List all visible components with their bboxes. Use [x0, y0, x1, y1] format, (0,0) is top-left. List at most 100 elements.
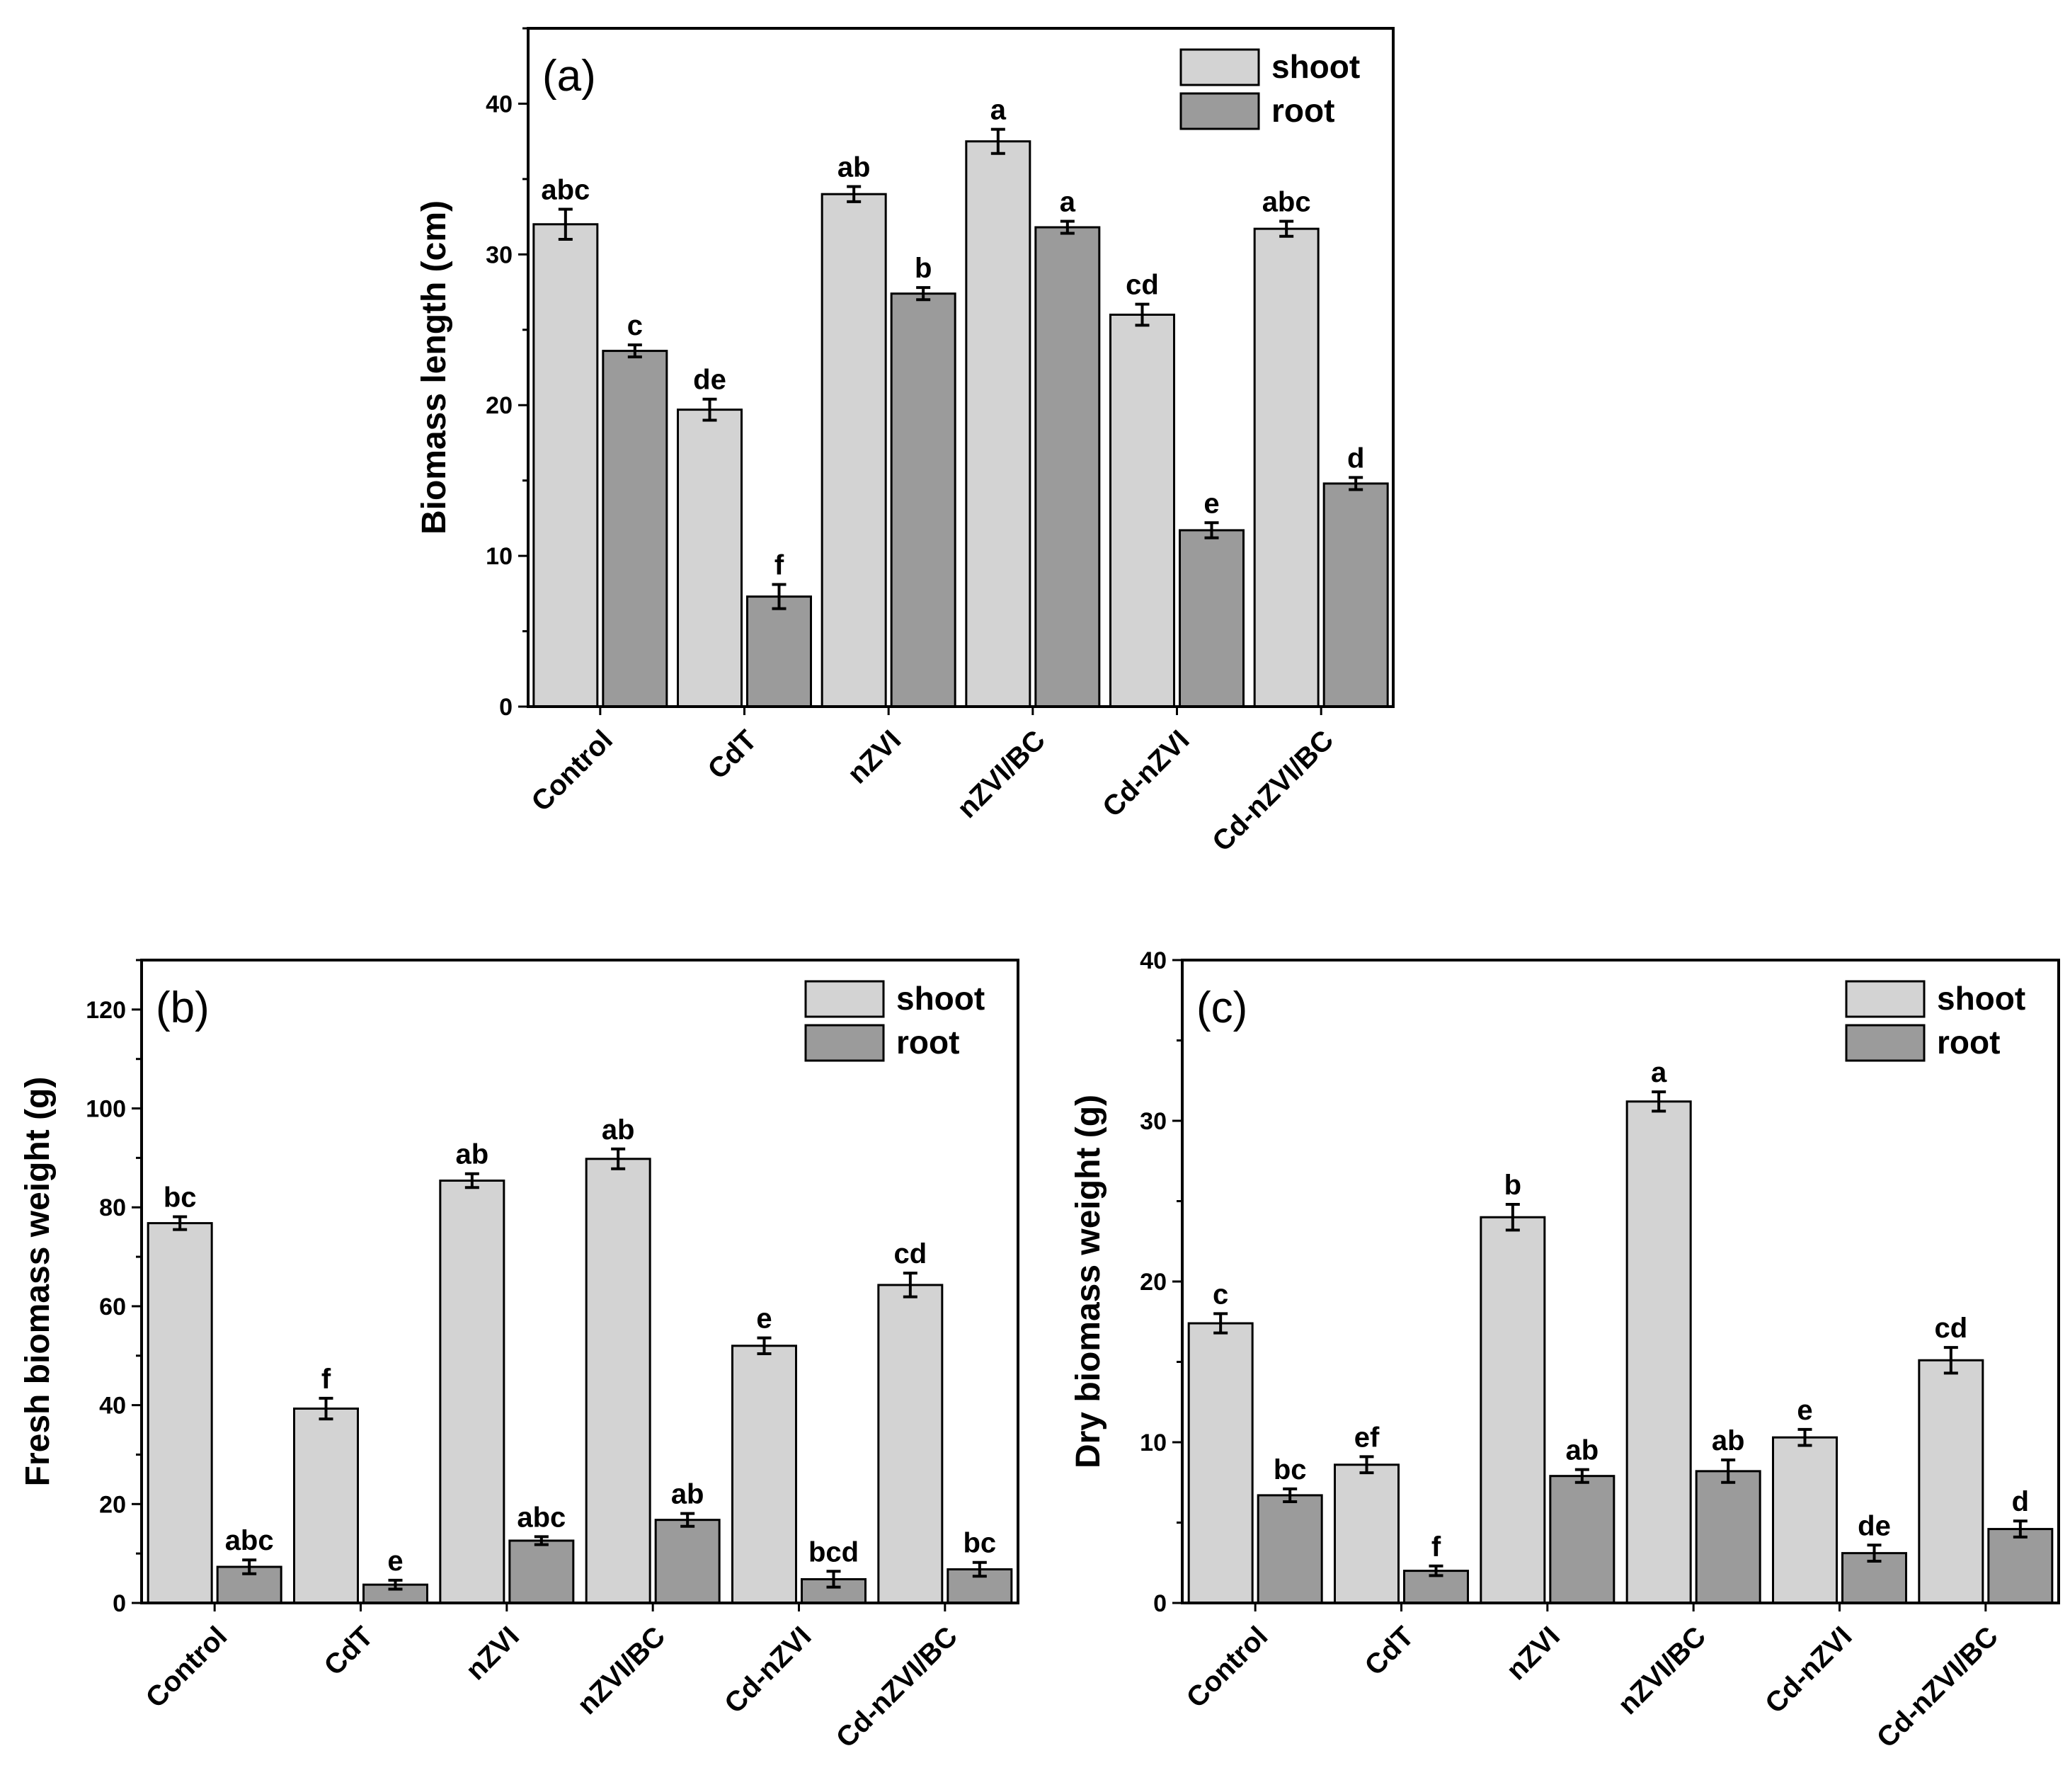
chart-c-legend-label-root: root [1937, 1024, 2000, 1061]
chart-c-bar-root-0 [1257, 1494, 1323, 1604]
chart-a-bar-shoot-0 [532, 223, 599, 708]
chart-c-errorbar-root-3 [1721, 1458, 1736, 1484]
chart-a-sig-root-1: f [774, 550, 784, 581]
chart-c-xtick-label-4: Cd-nZVI [1759, 1621, 1858, 1720]
chart-a-errorbar-shoot-3 [990, 127, 1005, 155]
chart-a-errorbar-shoot-2 [847, 185, 862, 203]
chart-c-sig-root-5: d [2012, 1486, 2029, 1517]
chart-c-sig-shoot-5: cd [1934, 1313, 1967, 1344]
chart-a-legend-label-shoot: shoot [1271, 48, 1360, 85]
chart-a-errorbar-root-1 [772, 583, 787, 610]
chart-b-bar-shoot-0 [147, 1222, 213, 1604]
chart-c-sig-root-1: f [1431, 1531, 1441, 1563]
chart-a-legend-label-root: root [1271, 92, 1334, 129]
chart-c-xtick-label-0: Control [1181, 1621, 1274, 1714]
chart-a-bar-root-2 [890, 292, 956, 708]
chart-a-sig-shoot-1: de [693, 365, 726, 396]
chart-a-xtick-label-3: nZVI/BC [951, 724, 1051, 824]
chart-a-bar-root-4 [1179, 529, 1245, 708]
chart-c-bar-shoot-4 [1772, 1436, 1838, 1604]
chart-b: bc f ab ab e cd abc e abc ab bcd bc 0 20 40 60 80 100 120 C… [19, 959, 1019, 1754]
chart-b-sig-root-3: ab [671, 1479, 704, 1510]
chart-a-ytick-label: 10 [486, 543, 513, 570]
chart-a-bar-shoot-5 [1253, 227, 1320, 708]
chart-a-xtick-label-2: nZVI [842, 724, 907, 789]
chart-c-errorbar-shoot-5 [1943, 1346, 1958, 1375]
chart-a-legend-swatch-root [1179, 92, 1260, 130]
chart-b-ytick-label: 20 [99, 1491, 126, 1518]
chart-b-ytick-label: 0 [113, 1590, 126, 1617]
chart-c-bar-shoot-3 [1625, 1100, 1692, 1604]
chart-a-errorbar-shoot-5 [1279, 219, 1294, 238]
chart-b-errorbar-shoot-0 [173, 1215, 188, 1231]
chart-b-sig-shoot-5: cd [893, 1238, 927, 1269]
chart-a-errorbar-shoot-4 [1135, 302, 1150, 327]
chart-c-errorbar-root-2 [1574, 1468, 1589, 1484]
chart-c-sig-shoot-1: ef [1354, 1422, 1380, 1453]
chart-a-errorbar-root-2 [916, 286, 931, 302]
chart-b-sig-shoot-2: ab [455, 1139, 488, 1170]
chart-b-legend-label-root: root [896, 1024, 959, 1061]
chart-b-bar-root-2 [508, 1539, 575, 1604]
chart-a-sig-root-0: c [627, 310, 643, 341]
chart-b-sig-shoot-1: f [321, 1364, 331, 1395]
chart-b-legend-label-shoot: shoot [896, 980, 985, 1017]
chart-b-sig-shoot-0: bc [164, 1182, 197, 1214]
chart-b-bar-shoot-2 [439, 1180, 505, 1604]
chart-a-errorbar-root-5 [1349, 476, 1363, 491]
chart-b-ytick-label: 40 [99, 1393, 126, 1420]
chart-c-ylabel: Dry biomass weight (g) [1070, 1095, 1107, 1468]
chart-c-errorbar-root-4 [1867, 1543, 1882, 1563]
chart-b-errorbar-root-4 [826, 1570, 841, 1589]
chart-a-sig-shoot-5: abc [1262, 186, 1311, 217]
chart-a-sig-shoot-3: a [990, 95, 1007, 126]
chart-b-errorbar-root-1 [388, 1578, 403, 1591]
chart-c-sig-root-0: bc [1274, 1454, 1307, 1485]
chart-c-errorbar-root-5 [2013, 1519, 2028, 1539]
chart-c-legend-label-shoot: shoot [1937, 980, 2025, 1017]
chart-b-sig-shoot-4: e [756, 1303, 772, 1335]
chart-b-errorbar-shoot-5 [903, 1272, 917, 1299]
chart-a-bar-root-0 [602, 350, 668, 708]
chart-b-xtick-label-1: CdT [319, 1621, 379, 1682]
chart-b-errorbar-shoot-4 [757, 1336, 772, 1355]
chart-a-errorbar-shoot-1 [702, 397, 717, 422]
chart-a-sig-shoot-0: abc [541, 174, 590, 205]
chart-b-xtick-label-5: Cd-nZVI/BC [830, 1621, 963, 1754]
chart-a-sig-root-5: d [1347, 443, 1364, 474]
chart-b-errorbar-shoot-2 [464, 1172, 479, 1189]
chart-a-sig-shoot-4: cd [1126, 270, 1159, 301]
chart-a-legend-swatch-shoot [1179, 48, 1260, 86]
chart-b-errorbar-shoot-3 [611, 1147, 626, 1170]
chart-a-xtick-label-4: Cd-nZVI [1097, 724, 1196, 823]
chart-a-bar-shoot-4 [1109, 313, 1175, 708]
chart-c-sig-root-3: ab [1712, 1425, 1745, 1456]
chart-b-errorbar-root-2 [534, 1535, 549, 1546]
chart-a-xtick-label-1: CdT [702, 724, 763, 785]
chart-c-legend-swatch-shoot [1845, 980, 1926, 1018]
chart-c-sig-shoot-3: a [1651, 1057, 1667, 1088]
chart-c-ytick-label: 20 [1140, 1269, 1167, 1296]
chart-b-panel-label: (b) [156, 983, 210, 1032]
chart-a-ytick-label: 0 [499, 694, 513, 721]
chart-b-sig-root-2: abc [517, 1502, 566, 1533]
chart-a-panel-label: (a) [542, 52, 596, 101]
chart-c-bar-root-4 [1841, 1552, 1907, 1604]
chart-c-ytick-label: 10 [1140, 1429, 1167, 1456]
chart-b-errorbar-root-0 [242, 1558, 257, 1575]
chart-a-errorbar-shoot-0 [558, 207, 573, 241]
chart-c-sig-shoot-0: c [1213, 1279, 1228, 1310]
chart-c-xtick-label-1: CdT [1359, 1621, 1420, 1682]
chart-c-panel-label: (c) [1196, 983, 1247, 1032]
chart-c-xtick-label-5: Cd-nZVI/BC [1871, 1621, 2004, 1754]
chart-c-sig-root-4: de [1858, 1510, 1891, 1541]
chart-b-ytick-label: 100 [86, 1096, 126, 1123]
chart-a-bar-root-3 [1034, 226, 1101, 708]
chart-a-bar-shoot-3 [965, 140, 1031, 708]
chart-c-sig-shoot-4: e [1797, 1395, 1812, 1426]
chart-a-xtick-label-0: Control [525, 724, 619, 818]
chart-a-sig-root-3: a [1060, 186, 1076, 217]
chart-c-errorbar-shoot-0 [1213, 1312, 1228, 1335]
chart-a-ytick-label: 20 [486, 392, 513, 419]
chart-c-errorbar-shoot-4 [1797, 1427, 1812, 1447]
